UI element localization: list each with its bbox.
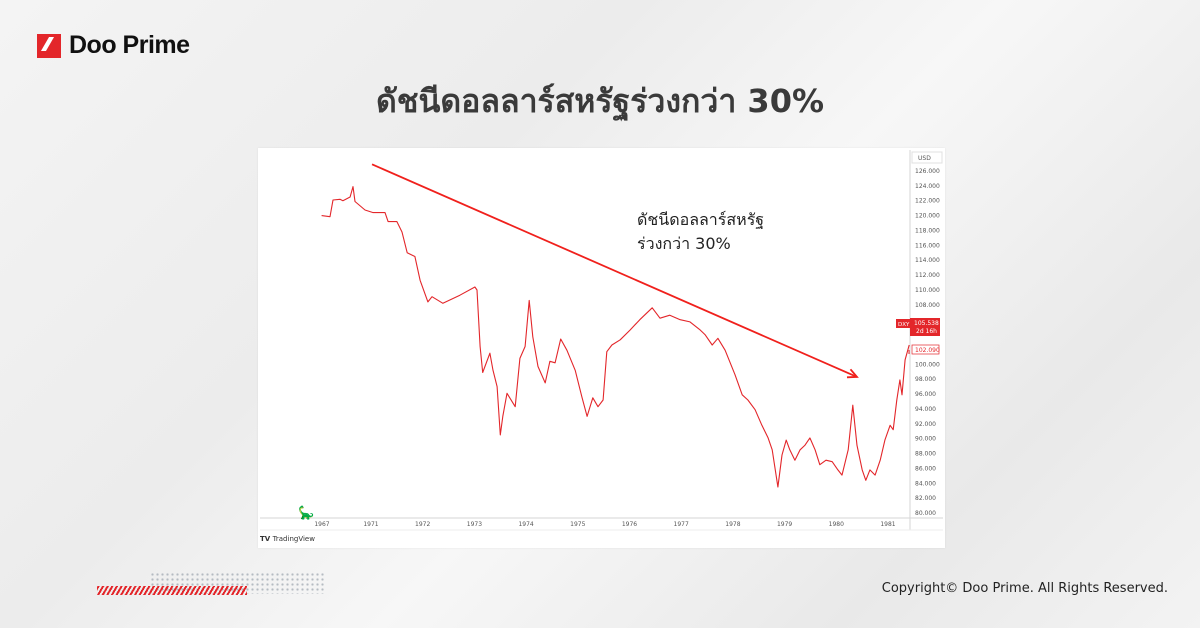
chart-panel	[258, 148, 945, 548]
countdown-value: 2d 16h	[916, 328, 937, 335]
annotation-line-1: ดัชนีดอลลาร์สหรัฐ	[637, 210, 765, 229]
y-tick-label: 110.000	[915, 287, 940, 294]
x-tick-label: 1981	[880, 521, 895, 528]
brand-logo: Doo Prime	[37, 31, 190, 60]
y-tick-label: 94.000	[915, 406, 936, 413]
y-tick-label: 124.000	[915, 183, 940, 190]
x-tick-label: 1979	[777, 521, 792, 528]
dxy-price-line	[321, 186, 910, 488]
last-price-tag	[910, 318, 940, 336]
y-tick-label: 126.000	[915, 168, 940, 175]
page-title: ดัชนีดอลลาร์สหรัฐร่วงกว่า 30%	[375, 82, 825, 120]
y-tick-label: 82.000	[915, 495, 936, 502]
y-tick-label: 112.000	[915, 272, 940, 279]
x-tick-label: 1972	[415, 521, 430, 528]
last-price-value: 105.538	[914, 320, 939, 327]
symbol-tag	[896, 319, 910, 328]
y-tick-label: 114.000	[915, 257, 940, 264]
y-tick-label: 84.000	[915, 480, 936, 487]
y-tick-label: 80.000	[915, 510, 936, 517]
brand-name: Doo Prime	[69, 31, 190, 59]
x-tick-label: 1978	[725, 521, 740, 528]
y-tick-label: 118.000	[915, 227, 940, 234]
y-tick-label: 96.000	[915, 391, 936, 398]
y-tick-label: 98.000	[915, 376, 936, 383]
y-tick-label: 86.000	[915, 465, 936, 472]
doo-prime-logo-icon	[37, 33, 61, 58]
x-tick-label: 1975	[570, 521, 585, 528]
y-tick-label: 122.000	[915, 198, 940, 205]
copyright-text: Copyright© Doo Prime. All Rights Reserve…	[881, 581, 1168, 596]
y-tick-label: 120.000	[915, 213, 940, 220]
y-tick-label: 90.000	[915, 436, 936, 443]
tradingview-credit: TV TradingView	[260, 535, 315, 543]
currency-box	[911, 151, 943, 164]
prev-close-value: 102.090	[915, 347, 940, 354]
dino-icon: 🦕	[298, 505, 314, 521]
x-tick-label: 1976	[622, 521, 637, 528]
x-tick-label: 1967	[314, 521, 329, 528]
x-tick-label: 1974	[518, 521, 533, 528]
y-tick-label: 116.000	[915, 242, 940, 249]
decorative-stripes	[97, 586, 247, 595]
arrow-head-icon	[846, 368, 859, 379]
currency-label: USD	[918, 155, 931, 162]
x-tick-label: 1977	[674, 521, 689, 528]
tradingview-label: TradingView	[272, 535, 315, 543]
x-tick-label: 1973	[467, 521, 482, 528]
y-tick-label: 108.000	[915, 302, 940, 309]
x-tick-label: 1980	[829, 521, 844, 528]
symbol-label: DXY	[898, 322, 910, 328]
y-tick-label: 100.000	[915, 361, 940, 368]
annotation-line-2: ร่วงกว่า 30%	[637, 234, 731, 253]
chart-annotation: ดัชนีดอลลาร์สหรัฐ ร่วงกว่า 30%	[637, 208, 764, 256]
y-tick-label: 92.000	[915, 421, 936, 428]
x-tick-label: 1971	[363, 521, 378, 528]
prev-close-tag	[911, 344, 940, 355]
trend-arrow-line	[371, 163, 858, 378]
y-tick-label: 88.000	[915, 451, 936, 458]
